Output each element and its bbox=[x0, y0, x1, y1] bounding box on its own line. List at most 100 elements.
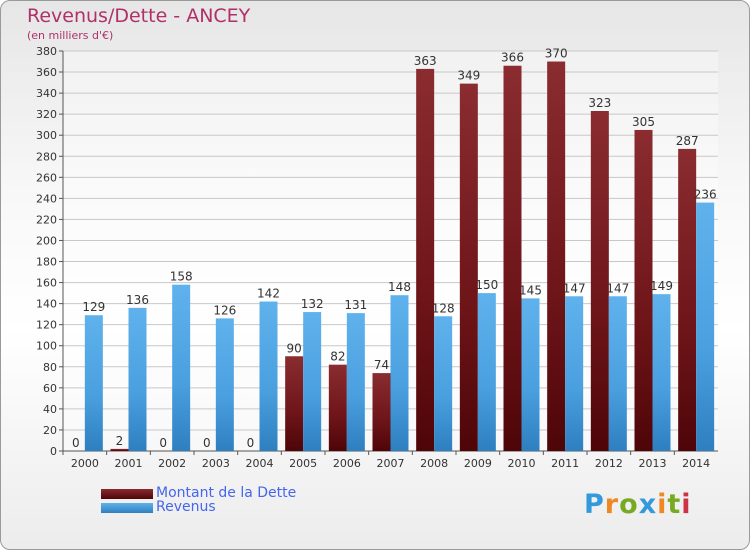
data-label: 131 bbox=[344, 298, 367, 312]
data-label: 74 bbox=[374, 358, 389, 372]
y-tick-label: 300 bbox=[36, 129, 57, 142]
y-tick-label: 160 bbox=[36, 277, 57, 290]
data-label: 366 bbox=[501, 51, 524, 65]
data-label: 305 bbox=[632, 115, 655, 129]
x-tick-label: 2007 bbox=[377, 457, 405, 470]
y-tick-label: 380 bbox=[36, 45, 57, 58]
data-label: 236 bbox=[694, 188, 717, 202]
legend-swatch-debt bbox=[101, 489, 153, 499]
y-tick-label: 140 bbox=[36, 298, 57, 311]
logo-letter: o bbox=[619, 489, 639, 520]
bar-dette bbox=[372, 373, 391, 451]
x-tick-label: 2009 bbox=[464, 457, 492, 470]
logo-letter: i bbox=[657, 489, 668, 520]
data-label: 142 bbox=[257, 287, 280, 301]
data-label: 323 bbox=[588, 96, 611, 110]
data-label: 0 bbox=[203, 436, 211, 450]
data-label: 158 bbox=[170, 270, 193, 284]
bar-dette bbox=[503, 65, 522, 451]
bar-dette bbox=[416, 68, 435, 451]
bar-revenus bbox=[128, 307, 147, 451]
bar-revenus bbox=[477, 293, 496, 451]
bar-dette bbox=[590, 111, 609, 451]
data-label: 0 bbox=[159, 436, 167, 450]
legend-swatch-revenus bbox=[101, 503, 153, 513]
x-tick-label: 2004 bbox=[246, 457, 274, 470]
axis-layer: 0204060801001201401601802002202402602803… bbox=[36, 45, 718, 470]
logo-letter: P bbox=[584, 489, 605, 520]
x-tick-label: 2001 bbox=[115, 457, 143, 470]
logo-letter: t bbox=[667, 489, 682, 520]
y-tick-label: 0 bbox=[50, 445, 57, 458]
data-label: 132 bbox=[301, 297, 324, 311]
bar-revenus bbox=[172, 284, 191, 451]
bar-dette bbox=[678, 148, 697, 452]
data-label: 149 bbox=[650, 279, 673, 293]
bar-dette bbox=[547, 61, 566, 452]
bar-revenus bbox=[565, 296, 584, 451]
bar-dette bbox=[634, 129, 653, 451]
data-label: 136 bbox=[126, 293, 149, 307]
logo-letter: r bbox=[604, 489, 620, 520]
bar-revenus bbox=[434, 316, 453, 451]
data-label: 287 bbox=[676, 134, 699, 148]
bar-dette bbox=[328, 364, 347, 451]
data-label: 0 bbox=[72, 436, 80, 450]
data-label-layer: 0 129 2 136 0 158 0 126 0 142 90 132 82 131 74 148 363 12… bbox=[72, 47, 717, 450]
bar-revenus bbox=[390, 295, 409, 451]
data-label: 145 bbox=[519, 283, 542, 297]
logo-letter: i bbox=[681, 489, 692, 520]
chart-title: Revenus/Dette - ANCEY bbox=[27, 5, 251, 27]
y-tick-label: 200 bbox=[36, 234, 57, 247]
logo-letter: x bbox=[638, 489, 658, 520]
x-tick-label: 2013 bbox=[639, 457, 667, 470]
y-tick-label: 220 bbox=[36, 213, 57, 226]
bar-revenus bbox=[521, 298, 540, 451]
bar-revenus bbox=[215, 318, 234, 451]
x-tick-label: 2008 bbox=[420, 457, 448, 470]
data-label: 2 bbox=[116, 434, 124, 448]
data-label: 349 bbox=[457, 69, 480, 83]
bar-revenus bbox=[608, 296, 627, 451]
data-label: 128 bbox=[432, 301, 455, 315]
bar-revenus bbox=[696, 202, 715, 451]
proxiti-logo: Proxiti bbox=[584, 489, 692, 520]
x-tick-label: 2005 bbox=[289, 457, 317, 470]
legend-label-debt: Montant de la Dette bbox=[156, 485, 297, 501]
x-tick-label: 2002 bbox=[158, 457, 186, 470]
bar-revenus bbox=[259, 301, 278, 451]
bar-dette bbox=[285, 356, 304, 451]
x-tick-label: 2006 bbox=[333, 457, 361, 470]
y-tick-label: 280 bbox=[36, 150, 57, 163]
data-label: 147 bbox=[606, 281, 629, 295]
data-label: 147 bbox=[563, 281, 586, 295]
data-label: 370 bbox=[545, 47, 568, 61]
y-tick-label: 100 bbox=[36, 340, 57, 353]
chart-subtitle: (en milliers d'€) bbox=[27, 29, 114, 42]
y-tick-label: 180 bbox=[36, 256, 57, 269]
bar-dette bbox=[110, 448, 129, 451]
bar-revenus bbox=[303, 312, 322, 451]
data-label: 90 bbox=[287, 341, 302, 355]
y-tick-label: 40 bbox=[43, 403, 57, 416]
x-tick-label: 2000 bbox=[71, 457, 99, 470]
data-label: 363 bbox=[414, 54, 437, 68]
y-tick-label: 340 bbox=[36, 87, 57, 100]
x-tick-label: 2011 bbox=[551, 457, 579, 470]
x-tick-label: 2012 bbox=[595, 457, 623, 470]
y-tick-label: 120 bbox=[36, 319, 57, 332]
y-tick-label: 360 bbox=[36, 66, 57, 79]
data-label: 150 bbox=[475, 278, 498, 292]
data-label: 148 bbox=[388, 280, 411, 294]
bar-revenus bbox=[84, 315, 103, 451]
data-label: 82 bbox=[330, 350, 345, 364]
x-tick-label: 2003 bbox=[202, 457, 230, 470]
y-tick-label: 240 bbox=[36, 192, 57, 205]
data-label: 126 bbox=[213, 303, 236, 317]
y-tick-label: 320 bbox=[36, 108, 57, 121]
bar-revenus bbox=[346, 313, 365, 451]
y-tick-label: 60 bbox=[43, 382, 57, 395]
y-tick-label: 20 bbox=[43, 424, 57, 437]
